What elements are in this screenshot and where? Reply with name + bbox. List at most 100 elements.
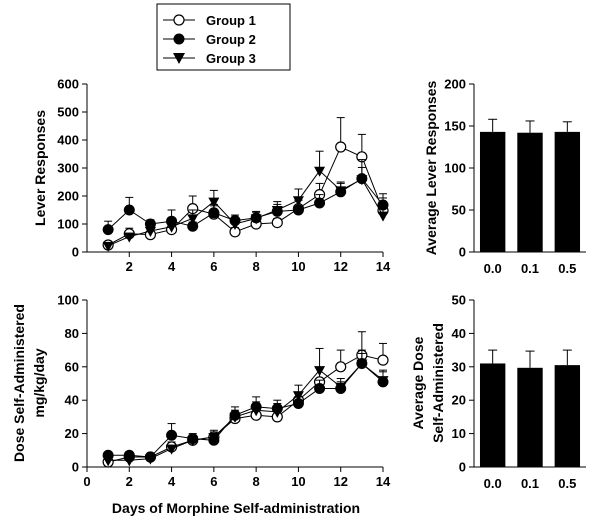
y-tick-label: 100 (444, 161, 466, 176)
data-point (271, 206, 283, 216)
x-tick-label: 10 (291, 474, 305, 489)
y-tick-label: 80 (65, 326, 79, 341)
data-point (229, 412, 241, 423)
x-tick-label: 0 (83, 474, 90, 489)
data-point (102, 241, 114, 252)
series-group-1 (102, 117, 389, 251)
y-tick-label: 20 (65, 426, 79, 441)
data-point (271, 407, 283, 418)
data-point (229, 220, 241, 230)
x-tick-label: 12 (333, 474, 347, 489)
legend: Group 1 Group 2 Group 3 (156, 3, 291, 71)
data-point (356, 175, 368, 186)
x-tick-label: 0.1 (521, 476, 539, 491)
bar (517, 132, 543, 252)
y-tick-label: 10 (452, 426, 466, 441)
data-point (208, 432, 220, 443)
data-point (314, 166, 326, 177)
y-tick-label: 0 (459, 460, 466, 475)
legend-label-group-1: Group 1 (206, 13, 256, 28)
x-tick-label: 2 (126, 259, 133, 274)
legend-label-group-3: Group 3 (206, 51, 256, 66)
y-tick-label: 0 (72, 460, 79, 475)
legend-marker-group-2 (173, 33, 185, 45)
y-axis-label-line: Self-Administered (430, 323, 446, 443)
data-point (123, 204, 135, 216)
x-tick-label: 0.1 (521, 261, 539, 276)
x-tick-label: 0.0 (484, 476, 502, 491)
x-tick-label: 0.0 (484, 261, 502, 276)
y-axis-label-line: Dose Self-Administered (11, 304, 27, 462)
y-tick-label: 150 (444, 119, 466, 134)
data-point (292, 196, 304, 207)
data-point (166, 222, 178, 233)
x-tick-label: 2 (126, 474, 133, 489)
y-tick-label: 40 (452, 326, 466, 341)
data-point (335, 186, 347, 197)
data-point (208, 207, 220, 219)
y-tick-label: 20 (452, 393, 466, 408)
y-tick-label: 0 (72, 245, 79, 260)
data-point (166, 429, 178, 441)
data-point (292, 391, 304, 402)
y-tick-label: 400 (57, 133, 79, 148)
data-point (314, 197, 326, 209)
data-point (250, 214, 262, 225)
legend-marker-group-1 (173, 14, 185, 26)
bar (479, 363, 506, 467)
y-tick-label: 40 (65, 393, 79, 408)
legend-label-group-2: Group 2 (206, 32, 256, 47)
data-point (102, 456, 114, 467)
y-axis-label-line: mg/kg/day (31, 348, 47, 417)
data-point (102, 224, 114, 236)
series-group-3 (102, 150, 389, 252)
data-point (144, 227, 156, 237)
y-tick-label: 200 (444, 77, 466, 92)
data-point (314, 366, 326, 377)
x-tick-label: 12 (333, 259, 347, 274)
x-tick-label: 8 (253, 474, 260, 489)
data-point (123, 232, 135, 243)
chart-lever-line: 0 100 200 300 400 500 600 Lever Responses 2 4 6 8 10… (32, 77, 391, 275)
x-tick-label: 14 (376, 474, 391, 489)
series-group-2 (102, 166, 389, 236)
x-tick-label: 0.5 (558, 261, 576, 276)
y-tick-label: 600 (57, 77, 79, 92)
bar (554, 365, 581, 467)
data-point (314, 383, 326, 395)
data-point (335, 141, 347, 153)
legend-marker-group-3 (173, 53, 185, 64)
x-tick-label: 6 (210, 259, 217, 274)
y-axis-label: Average Lever Responses (423, 81, 439, 256)
y-tick-label: 100 (57, 217, 79, 232)
data-point (335, 382, 347, 393)
data-point (187, 436, 199, 447)
x-tick-label: 4 (168, 259, 176, 274)
data-point (166, 444, 178, 455)
y-tick-label: 50 (452, 293, 466, 308)
y-axis-label-line: Average Dose (410, 336, 426, 429)
y-tick-label: 200 (57, 189, 79, 204)
data-point (377, 376, 389, 387)
data-point (123, 456, 135, 467)
y-tick-label: 300 (57, 161, 79, 176)
bar (479, 131, 506, 252)
data-point (271, 217, 283, 229)
series-group-1 (102, 331, 389, 468)
chart-dose-bar: 0 10 20 30 40 50 Average Dose Self-Administered… (410, 293, 586, 491)
y-axis-label: Lever Responses (32, 110, 48, 226)
x-tick-label: 8 (253, 259, 260, 274)
x-tick-label: 14 (376, 259, 391, 274)
y-tick-label: 100 (57, 293, 79, 308)
series-group-3 (102, 347, 389, 467)
y-tick-label: 30 (452, 359, 466, 374)
y-tick-label: 50 (452, 203, 466, 218)
x-tick-label: 10 (291, 259, 305, 274)
x-tick-label: 6 (210, 474, 217, 489)
chart-lever-bar: 0 50 100 150 200 Average Lever Responses 0.0 0.… (423, 77, 586, 276)
y-tick-label: 0 (459, 245, 466, 260)
x-tick-label: 0.5 (558, 476, 576, 491)
